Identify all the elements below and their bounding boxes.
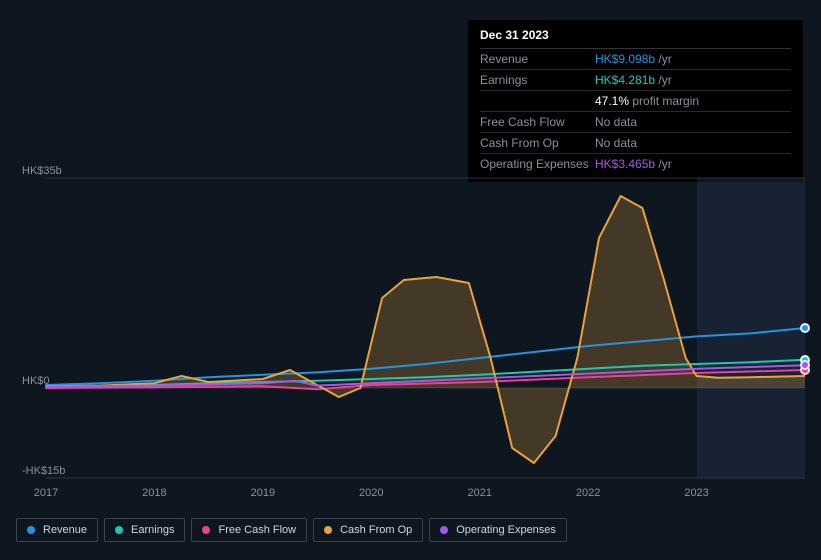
x-axis-labels: 2017 2018 2019 2020 2021 2022 2023 — [16, 487, 805, 503]
x-axis-label: 2021 — [467, 487, 491, 499]
legend-item[interactable]: Free Cash Flow — [191, 518, 307, 542]
legend-dot-icon — [115, 526, 123, 534]
tooltip-row: Free Cash FlowNo data — [480, 112, 791, 133]
x-axis-label: 2017 — [34, 487, 58, 499]
legend-label: Free Cash Flow — [218, 524, 296, 536]
tooltip-row: Cash From OpNo data — [480, 133, 791, 154]
tooltip-row: RevenueHK$9.098b /yr — [480, 49, 791, 70]
tooltip-row-label: Cash From Op — [480, 136, 595, 150]
legend-label: Earnings — [131, 524, 174, 536]
series-end-marker — [800, 360, 810, 370]
tooltip-date: Dec 31 2023 — [480, 28, 791, 49]
tooltip-row-label: Earnings — [480, 73, 595, 87]
tooltip-row-value: HK$9.098b /yr — [595, 52, 672, 66]
tooltip-row: EarningsHK$4.281b /yr — [480, 70, 791, 91]
legend-label: Revenue — [43, 524, 87, 536]
legend-label: Cash From Op — [340, 524, 412, 536]
financials-chart[interactable]: HK$35b HK$0 -HK$15b — [16, 160, 805, 480]
x-axis-label: 2019 — [251, 487, 275, 499]
legend-dot-icon — [202, 526, 210, 534]
legend-dot-icon — [27, 526, 35, 534]
x-axis-label: 2022 — [576, 487, 600, 499]
tooltip-row-value: No data — [595, 115, 637, 129]
y-axis-label: HK$0 — [22, 375, 50, 387]
tooltip-row: 47.1% profit margin — [480, 91, 791, 112]
legend-dot-icon — [324, 526, 332, 534]
tooltip-row-label: Free Cash Flow — [480, 115, 595, 129]
tooltip-row-label: Revenue — [480, 52, 595, 66]
x-axis-label: 2023 — [684, 487, 708, 499]
legend-item[interactable]: Earnings — [104, 518, 185, 542]
x-axis-label: 2020 — [359, 487, 383, 499]
legend-item[interactable]: Cash From Op — [313, 518, 423, 542]
legend-label: Operating Expenses — [456, 524, 556, 536]
chart-legend: Revenue Earnings Free Cash Flow Cash From O… — [16, 518, 567, 542]
tooltip-row-value: No data — [595, 136, 637, 150]
tooltip-row-value: 47.1% profit margin — [595, 94, 699, 108]
legend-dot-icon — [440, 526, 448, 534]
legend-item[interactable]: Revenue — [16, 518, 98, 542]
legend-item[interactable]: Operating Expenses — [429, 518, 567, 542]
y-axis-label: HK$35b — [22, 165, 62, 177]
y-axis-label: -HK$15b — [22, 465, 65, 477]
x-axis-label: 2018 — [142, 487, 166, 499]
series-end-marker — [800, 323, 810, 333]
chart-svg — [16, 160, 805, 480]
tooltip-row-value: HK$4.281b /yr — [595, 73, 672, 87]
data-tooltip: Dec 31 2023 RevenueHK$9.098b /yrEarnings… — [468, 20, 803, 182]
tooltip-row-label — [480, 94, 595, 108]
